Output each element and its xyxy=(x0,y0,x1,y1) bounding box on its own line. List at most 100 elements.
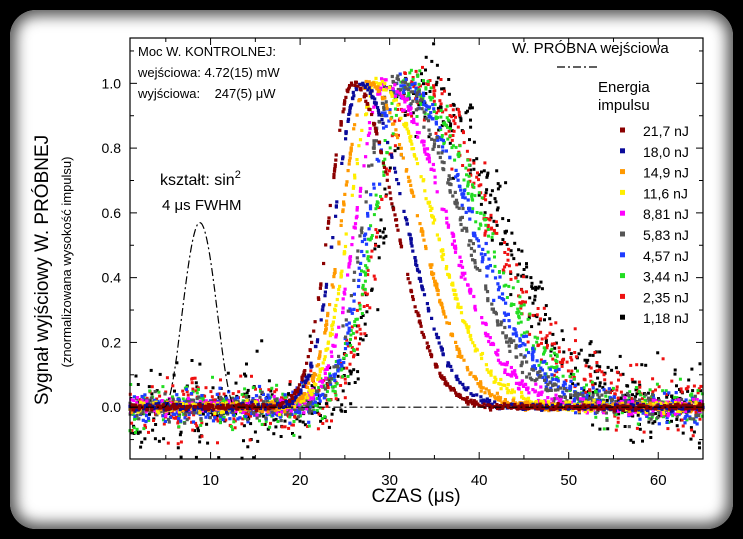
series-7-point xyxy=(597,389,601,393)
series-10-point xyxy=(535,315,539,319)
series-5-point xyxy=(341,310,345,314)
series-7-point xyxy=(684,415,688,419)
series-9-point xyxy=(306,425,310,428)
series-9-point xyxy=(477,184,481,188)
series-2-point xyxy=(306,377,310,381)
series-3-point xyxy=(611,402,615,406)
series-2-point xyxy=(405,222,409,226)
series-9-point xyxy=(630,377,634,381)
series-4-point xyxy=(444,267,448,271)
series-10-point xyxy=(504,181,508,185)
series-8-point xyxy=(367,259,371,263)
series-6-point xyxy=(581,393,585,397)
series-7-point xyxy=(638,417,642,421)
series-8-point xyxy=(307,424,311,428)
series-10-point xyxy=(687,378,691,382)
series-2-point xyxy=(449,364,453,369)
series-2-point xyxy=(351,90,355,94)
series-8-point xyxy=(515,311,519,314)
series-8-point xyxy=(465,173,468,177)
series-7-point xyxy=(674,391,678,395)
series-8-point xyxy=(522,331,526,335)
series-9-point xyxy=(635,426,639,430)
series-10-point xyxy=(157,439,161,443)
series-5-point xyxy=(623,395,627,400)
series-4-point xyxy=(382,88,386,92)
series-6-point xyxy=(646,396,651,400)
series-6-point xyxy=(251,411,256,415)
series-8-point xyxy=(445,104,449,108)
series-6-point xyxy=(626,409,630,413)
series-10-point xyxy=(434,83,438,87)
series-6-point xyxy=(499,323,503,327)
series-4-point xyxy=(337,288,341,292)
series-7-point xyxy=(348,309,352,313)
series-10-point xyxy=(435,80,439,84)
series-8-point xyxy=(240,393,244,397)
series-10-point xyxy=(561,338,565,342)
series-9-point xyxy=(694,410,698,414)
series-10-point xyxy=(252,456,256,460)
series-7-point xyxy=(271,413,275,417)
series-5-point xyxy=(422,147,427,151)
series-9-point xyxy=(635,363,639,367)
series-8-point xyxy=(511,286,515,290)
series-5-point xyxy=(653,399,658,403)
series-7-point xyxy=(213,416,217,420)
series-10-point xyxy=(450,129,454,133)
series-5-point xyxy=(143,402,148,406)
series-2-point xyxy=(157,401,161,406)
series-7-point xyxy=(580,386,584,391)
series-3-point xyxy=(421,233,425,237)
series-4-point xyxy=(344,232,348,236)
series-7-point xyxy=(574,383,578,387)
series-4-point xyxy=(487,370,491,374)
series-9-point xyxy=(546,343,549,347)
series-7-point xyxy=(457,184,461,188)
series-7-point xyxy=(429,111,433,115)
series-6-point xyxy=(167,417,171,421)
series-6-point xyxy=(341,324,345,328)
series-7-point xyxy=(439,138,443,142)
series-5-point xyxy=(559,397,563,401)
series-3-point xyxy=(330,283,334,287)
series-5-point xyxy=(398,91,402,95)
series-7-point xyxy=(498,275,502,279)
series-2-point xyxy=(484,399,488,403)
series-7-point xyxy=(383,114,387,118)
series-10-point xyxy=(533,294,537,298)
series-6-point xyxy=(403,80,408,85)
series-9-point xyxy=(358,327,362,331)
series-6-point xyxy=(462,226,466,230)
series-6-point xyxy=(323,387,328,391)
series-9-point xyxy=(487,217,491,221)
series-9-point xyxy=(552,373,556,377)
series-5-point xyxy=(355,206,359,210)
series-5-point xyxy=(405,97,409,101)
series-6-point xyxy=(605,418,609,422)
series-2-point xyxy=(469,392,473,396)
series-4-point xyxy=(466,325,470,329)
series-7-point xyxy=(454,168,458,172)
series-4-point xyxy=(654,401,658,405)
series-9-point xyxy=(357,324,361,328)
series-7-point xyxy=(591,386,595,390)
series-8-point xyxy=(219,417,223,421)
series-4-point xyxy=(512,390,516,394)
series-7-point xyxy=(173,412,177,416)
series-4-point xyxy=(584,400,588,404)
series-8-point xyxy=(366,255,370,259)
series-10-point xyxy=(586,358,590,362)
series-10-point xyxy=(548,317,552,321)
series-8-point xyxy=(341,375,345,379)
series-5-point xyxy=(466,283,470,287)
series-5-point xyxy=(132,398,136,403)
series-7-point xyxy=(488,264,492,268)
series-10-point xyxy=(266,427,270,431)
series-9-point xyxy=(482,196,486,200)
series-7-point xyxy=(562,393,566,397)
series-6-point xyxy=(208,416,212,420)
series-8-point xyxy=(276,420,280,423)
series-5-point xyxy=(536,398,541,403)
series-5-point xyxy=(651,409,655,413)
